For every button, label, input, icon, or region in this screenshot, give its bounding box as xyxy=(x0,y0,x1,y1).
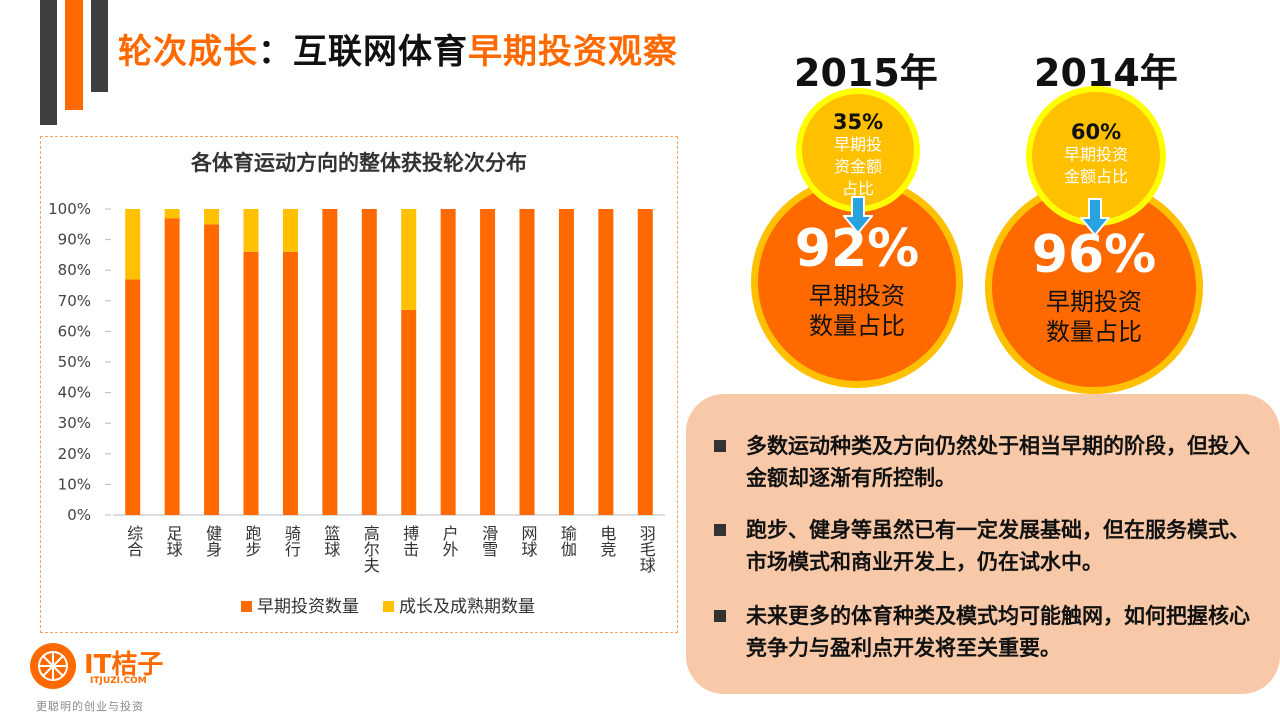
title-part-3: 早期投资观察 xyxy=(468,32,678,72)
bar-segment-early xyxy=(519,209,535,515)
title-part-1: 轮次成长 xyxy=(118,32,258,72)
early-count-circle-2014: 96% 早期投资 数量占比 xyxy=(985,180,1203,394)
chart-title: 各体育运动方向的整体获投轮次分布 xyxy=(190,151,527,175)
early-amount-pct-2014: 60% xyxy=(1070,120,1122,144)
logo-name: IT桔子 xyxy=(84,650,164,680)
x-tick-label: 羽毛球 xyxy=(637,525,656,573)
notes-panel: 多数运动种类及方向仍然处于相当早期的阶段，但投入金额却逐渐有所控制。 跑步、健身… xyxy=(686,394,1280,694)
bar-segment-early xyxy=(164,218,180,515)
note-item: 多数运动种类及方向仍然处于相当早期的阶段，但投入金额却逐渐有所控制。 xyxy=(714,430,1266,494)
note-text: 多数运动种类及方向仍然处于相当早期的阶段，但投入金额却逐渐有所控制。 xyxy=(746,434,1250,490)
bar-segment-early xyxy=(282,251,298,515)
x-tick-label: 骑行 xyxy=(282,525,301,558)
bar-segment-growth xyxy=(401,209,417,310)
x-tick-label: 户外 xyxy=(440,525,459,557)
y-tick-label: 100% xyxy=(48,200,91,218)
down-arrow-icon xyxy=(843,196,873,234)
early-amount-label-line-2: 金额占比 xyxy=(1063,167,1128,186)
early-count-label-line-1: 早期投资 xyxy=(809,282,905,310)
down-arrow-icon xyxy=(1080,198,1110,236)
bar-segment-early xyxy=(598,209,614,515)
note-text: 跑步、健身等虽然已有一定发展基础，但在服务模式、市场模式和商业开发上，仍在试水中… xyxy=(746,518,1250,574)
x-tick-label: 足球 xyxy=(164,525,183,557)
early-amount-circle-2015: 35% 早期投 资金额 占比 xyxy=(796,88,920,212)
bar-segment-early xyxy=(243,251,259,515)
orange-slice-icon xyxy=(30,643,76,689)
legend-label: 成长及成熟期数量 xyxy=(399,596,535,617)
bar-segment-growth xyxy=(204,209,220,225)
note-text: 未来更多的体育种类及模式均可能触网，如何把握核心竞争力与盈利点开发将至关重要。 xyxy=(746,604,1250,660)
y-tick-label: 60% xyxy=(58,322,91,340)
decor-bar-orange xyxy=(65,0,83,110)
year-2015-label: 2015年 xyxy=(794,51,938,95)
x-tick-label: 跑步 xyxy=(243,525,262,557)
bar-segment-early xyxy=(637,209,653,515)
bar-segment-early xyxy=(322,209,338,515)
logo-tagline: 更聪明的创业与投资 xyxy=(36,700,144,713)
legend-label: 早期投资数量 xyxy=(257,597,359,617)
y-tick-label: 10% xyxy=(58,475,91,493)
early-count-label-line-2: 数量占比 xyxy=(1046,318,1142,346)
early-amount-label-line-1: 早期投资 xyxy=(1063,145,1128,164)
y-tick-label: 30% xyxy=(58,414,91,432)
bar-segment-early xyxy=(204,224,220,516)
x-tick-label: 综合 xyxy=(124,525,143,557)
logo-domain: ITJUZI.COM xyxy=(90,676,147,686)
legend-swatch xyxy=(383,601,394,612)
early-count-label-2014: 早期投资 数量占比 xyxy=(992,287,1196,347)
bar-segment-early xyxy=(558,209,574,515)
slide-title: 轮次成长：互联网体育早期投资观察 xyxy=(118,24,678,73)
bar-segment-early xyxy=(401,309,417,515)
y-tick-label: 90% xyxy=(58,231,91,249)
y-tick-label: 50% xyxy=(58,353,91,371)
bar-segment-growth xyxy=(282,209,298,252)
x-tick-label: 滑雪 xyxy=(479,525,498,557)
title-part-2: 互联网体育 xyxy=(293,32,468,72)
legend-swatch xyxy=(241,601,252,612)
bar-segment-early xyxy=(480,209,496,515)
early-count-label-line-1: 早期投资 xyxy=(1046,288,1142,316)
title-colon: ： xyxy=(258,32,293,72)
y-tick-label: 70% xyxy=(58,292,91,310)
y-tick-label: 80% xyxy=(58,261,91,279)
x-tick-label: 瑜伽 xyxy=(558,525,577,558)
early-count-label-line-2: 数量占比 xyxy=(809,312,905,340)
bar-segment-growth xyxy=(164,209,180,219)
square-bullet-icon xyxy=(714,440,726,452)
x-tick-label: 高尔夫 xyxy=(361,525,380,573)
decor-bar-dark-2 xyxy=(91,0,108,92)
note-item: 未来更多的体育种类及模式均可能触网，如何把握核心竞争力与盈利点开发将至关重要。 xyxy=(714,600,1266,664)
early-amount-label-line-2: 资金额 xyxy=(833,157,882,176)
bar-segment-early xyxy=(361,209,377,515)
square-bullet-icon xyxy=(714,524,726,536)
bar-segment-early xyxy=(440,209,456,515)
y-tick-label: 20% xyxy=(58,445,91,463)
decor-bar-dark-1 xyxy=(40,0,57,125)
stacked-bar-chart: 各体育运动方向的整体获投轮次分布 0% 10% 20% 30% 40% 50% 60% 70% 8… xyxy=(48,151,665,617)
y-tick-label: 0% xyxy=(67,506,91,524)
x-tick-label: 篮球 xyxy=(321,525,340,557)
x-tick-label: 网球 xyxy=(519,525,538,557)
early-amount-label-line-1: 早期投 xyxy=(833,135,882,154)
early-amount-pct-2015: 35% xyxy=(832,110,884,134)
x-tick-label: 搏击 xyxy=(400,525,419,557)
bar-segment-growth xyxy=(243,209,259,252)
bar-segment-early xyxy=(125,279,141,515)
x-tick-label: 健身 xyxy=(203,525,222,558)
square-bullet-icon xyxy=(714,610,726,622)
x-tick-label: 电竞 xyxy=(597,525,616,558)
early-amount-label-line-3: 占比 xyxy=(841,179,874,198)
chart-panel: 各体育运动方向的整体获投轮次分布 0% 10% 20% 30% 40% 50% 60% 70% 8… xyxy=(40,136,678,633)
bar-segment-growth xyxy=(125,209,141,280)
early-count-label-2015: 早期投资 数量占比 xyxy=(758,281,956,341)
note-item: 跑步、健身等虽然已有一定发展基础，但在服务模式、市场模式和商业开发上，仍在试水中… xyxy=(714,514,1266,578)
y-tick-label: 40% xyxy=(58,384,91,402)
